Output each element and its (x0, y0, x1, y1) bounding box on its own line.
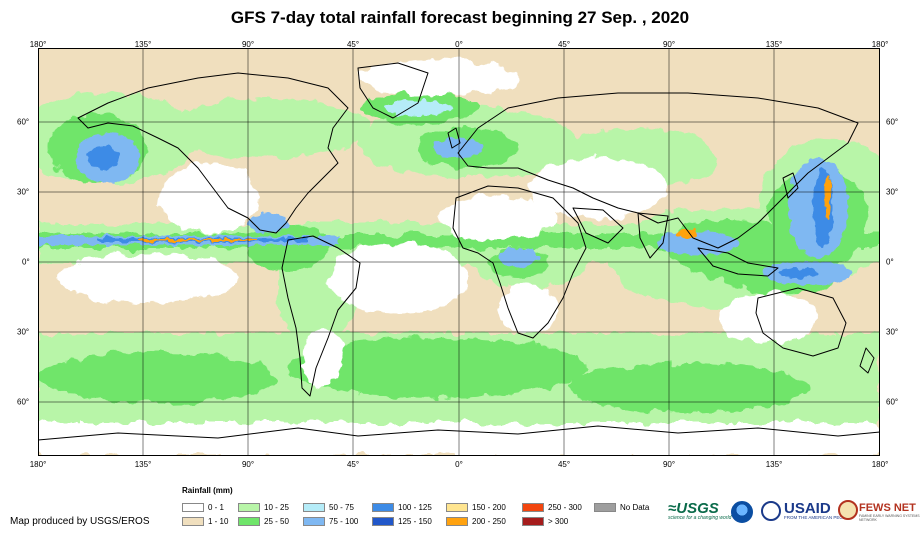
legend-title: Rainfall (mm) (182, 486, 233, 495)
lon-label-bottom-90w: 90° (241, 460, 255, 469)
lon-label-bottom-180e: 180° (871, 460, 889, 469)
lat-label-left-0: 0° (22, 257, 30, 267)
rainfall-map (38, 48, 880, 456)
lon-label-top-45e: 45° (557, 40, 571, 49)
lon-label-bottom-135w: 135° (134, 460, 152, 469)
legend-swatch (522, 516, 544, 526)
usaid-seal-icon (761, 501, 781, 521)
rain-heavy-layer (38, 100, 853, 285)
usaid-logo: USAID FROM THE AMERICAN PEOPLE (784, 500, 852, 520)
lat-label-right-30s: 30° (886, 327, 899, 337)
lon-label-top-90w: 90° (241, 40, 255, 49)
noaa-logo-icon (731, 501, 753, 523)
graticule (38, 48, 880, 456)
legend-item-100-125: 100 - 125 (372, 502, 432, 512)
legend-swatch (303, 516, 325, 526)
lat-label-right-60n: 60° (886, 117, 899, 127)
lat-label-right-60s: 60° (886, 397, 899, 407)
lon-label-bottom-0: 0° (455, 460, 463, 469)
lat-label-left-30n: 30° (17, 187, 30, 197)
lon-label-bottom-180w: 180° (29, 460, 47, 469)
legend-swatch (522, 502, 544, 512)
fews-net-logo: FEWS NET FAMINE EARLY WARNING SYSTEMS NE… (859, 502, 920, 522)
legend-swatch (182, 516, 204, 526)
legend-swatch (303, 502, 325, 512)
lon-label-top-90e: 90° (662, 40, 676, 49)
lon-label-top-180w: 180° (29, 40, 47, 49)
legend-swatch (446, 516, 468, 526)
legend-item-200-250: 200 - 250 (446, 516, 506, 526)
legend-swatch (594, 502, 616, 512)
legend-swatch (238, 502, 260, 512)
legend-swatch (372, 502, 394, 512)
lon-label-bottom-45w: 45° (346, 460, 360, 469)
lon-label-bottom-45e: 45° (557, 460, 571, 469)
legend-item-250-300: 250 - 300 (522, 502, 582, 512)
lat-label-left-30s: 30° (17, 327, 30, 337)
coastlines (38, 62, 880, 441)
lon-label-top-0: 0° (455, 40, 463, 49)
legend-item-125-150: 125 - 150 (372, 516, 432, 526)
legend-item-no-data: No Data (594, 502, 649, 512)
map-credit: Map produced by USGS/EROS (10, 516, 150, 527)
legend-item-75-100: 75 - 100 (303, 516, 358, 526)
legend-swatch (446, 502, 468, 512)
legend-swatch (238, 516, 260, 526)
legend-item-150-200: 150 - 200 (446, 502, 506, 512)
legend-item-25-50: 25 - 50 (238, 516, 289, 526)
lat-label-left-60n: 60° (17, 117, 30, 127)
legend-item-1-10: 1 - 10 (182, 516, 228, 526)
legend-item-10-25: 10 - 25 (238, 502, 289, 512)
fews-net-seal-icon (838, 500, 858, 520)
lat-label-left-60s: 60° (17, 397, 30, 407)
map-title: GFS 7-day total rainfall forecast beginn… (230, 8, 690, 27)
legend-item-50-75: 50 - 75 (303, 502, 354, 512)
legend-item-300-plus: > 300 (522, 516, 568, 526)
lon-label-top-45w: 45° (346, 40, 360, 49)
map-frame (38, 48, 880, 456)
lon-label-top-135w: 135° (134, 40, 152, 49)
legend-swatch (372, 516, 394, 526)
usgs-logo: ≈USGS science for a changing world (668, 500, 732, 521)
lon-label-top-135e: 135° (765, 40, 783, 49)
lon-label-top-180e: 180° (871, 40, 889, 49)
legend-swatch (182, 502, 204, 512)
lat-label-right-0: 0° (886, 257, 894, 267)
legend-item-0-1: 0 - 1 (182, 502, 224, 512)
lat-label-right-30n: 30° (886, 187, 899, 197)
lon-label-bottom-90e: 90° (662, 460, 676, 469)
lon-label-bottom-135e: 135° (765, 460, 783, 469)
